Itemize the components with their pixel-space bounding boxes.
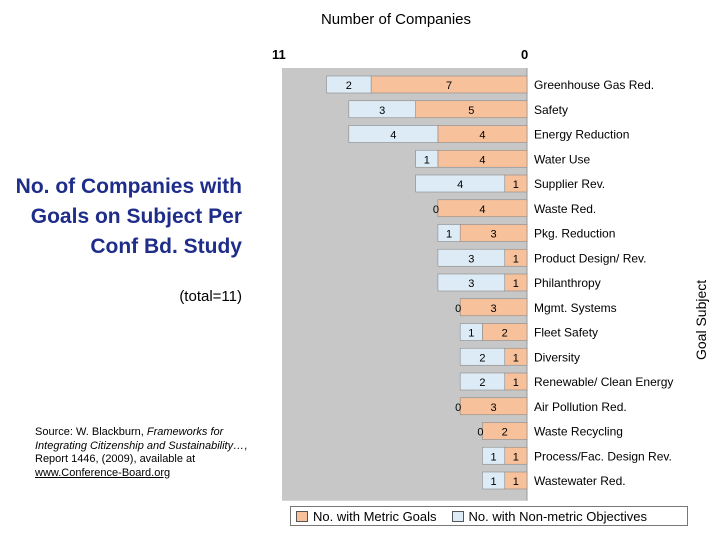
data-label-non-metric: 1 — [491, 451, 497, 463]
data-label-non-metric: 1 — [424, 154, 430, 166]
data-label-metric: 4 — [479, 154, 485, 166]
data-label-non-metric: 4 — [457, 179, 463, 191]
data-label-metric: 4 — [479, 204, 485, 216]
category-labels-group: 7 2 Greenhouse Gas Red. 5 3 Safety 4 4 Energy Re… — [346, 78, 674, 488]
category-label: Energy Reduction — [534, 128, 629, 142]
bar-metric — [482, 422, 528, 440]
data-label-non-metric: 3 — [379, 105, 385, 117]
category-label: Process/Fac. Design Rev. — [534, 449, 672, 463]
data-label-non-metric: 2 — [479, 377, 485, 389]
bar-non-metric — [348, 100, 416, 119]
data-label-metric: 1 — [513, 377, 519, 389]
bar-non-metric — [437, 273, 506, 292]
source-text-1: Source: W. Blackburn, — [35, 426, 147, 438]
data-label-metric: 1 — [513, 253, 519, 265]
source-citation: Source: W. Blackburn, Frameworks for Int… — [35, 426, 255, 480]
bar-non-metric — [459, 347, 506, 366]
bar-non-metric — [459, 323, 483, 341]
y-axis-label: Goal Subject — [693, 279, 709, 360]
source-text-title: Frameworks for Integrating Citizenship a… — [35, 426, 245, 452]
legend-item-non-metric: No. with Non-metric Objectives — [451, 508, 647, 524]
bar-non-metric — [482, 471, 506, 490]
category-label: Wastewater Red. — [534, 474, 626, 488]
legend-label-metric: No. with Metric Goals — [313, 508, 437, 524]
legend-swatch-non-metric — [451, 510, 464, 522]
bar-metric — [459, 298, 528, 317]
data-label-metric: 5 — [468, 105, 474, 117]
data-label-non-metric: 0 — [433, 204, 439, 216]
bar-non-metric — [348, 125, 439, 143]
data-label-non-metric: 0 — [477, 427, 483, 439]
data-label-metric: 1 — [513, 476, 519, 488]
bar-non-metric — [459, 372, 506, 391]
legend: No. with Metric Goals No. with Non-metri… — [290, 506, 688, 526]
data-label-metric: 3 — [491, 229, 497, 241]
category-label: Waste Red. — [534, 202, 596, 216]
bar-non-metric — [437, 224, 461, 242]
data-label-metric: 1 — [513, 179, 519, 191]
legend-item-metric: No. with Metric Goals — [296, 509, 437, 524]
data-label-non-metric: 1 — [468, 328, 474, 340]
bar-non-metric — [437, 248, 506, 267]
category-label: Greenhouse Gas Red. — [534, 78, 654, 92]
category-label: Air Pollution Red. — [534, 400, 627, 414]
x-axis-max-label: 11 — [272, 47, 286, 62]
bar-non-metric — [326, 75, 372, 94]
bar-non-metric — [415, 149, 439, 168]
legend-swatch-metric — [296, 510, 308, 522]
chart-title: Number of Companies — [320, 11, 472, 28]
category-label: Renewable/ Clean Energy — [534, 375, 673, 389]
category-label: Pkg. Reduction — [534, 227, 615, 241]
data-label-non-metric: 4 — [390, 130, 396, 142]
data-label-metric: 1 — [513, 278, 519, 290]
legend-label-non-metric: No. with Non-metric Objectives — [468, 508, 647, 524]
data-label-metric: 3 — [491, 402, 497, 414]
data-label-non-metric: 2 — [346, 80, 352, 92]
data-label-non-metric: 1 — [446, 229, 452, 241]
category-label: Water Use — [534, 152, 591, 166]
category-label: Supplier Rev. — [534, 177, 605, 191]
category-label: Safety — [534, 103, 568, 117]
data-label-metric: 1 — [513, 451, 519, 463]
data-label-metric: 3 — [491, 303, 497, 315]
category-label: Fleet Safety — [534, 326, 598, 340]
data-label-metric: 1 — [513, 352, 519, 364]
category-label: Product Design/ Rev. — [534, 251, 647, 265]
data-label-non-metric: 3 — [468, 253, 474, 265]
bars-group — [326, 75, 528, 490]
category-label: Diversity — [534, 350, 580, 364]
source-text-2: , Report 1446, (2009), available at — [35, 439, 248, 466]
bar-non-metric — [482, 446, 506, 465]
subtitle: (total=11) — [179, 288, 242, 305]
data-label-non-metric: 0 — [455, 303, 461, 315]
x-axis-min-label: 0 — [521, 47, 529, 62]
bar-metric — [459, 397, 528, 416]
data-label-non-metric: 3 — [468, 278, 474, 290]
source-link[interactable]: www.Conference-Board.org — [35, 466, 171, 479]
bar-non-metric — [415, 174, 506, 193]
side-title: No. of Companies with Goals on Subject P… — [15, 175, 242, 258]
data-label-metric: 2 — [502, 427, 508, 439]
data-label-non-metric: 2 — [479, 352, 485, 364]
data-label-non-metric: 0 — [455, 402, 461, 414]
category-label: Philanthropy — [534, 276, 601, 290]
data-label-metric: 7 — [446, 80, 452, 92]
category-label: Waste Recycling — [534, 425, 623, 439]
bar-metric — [437, 199, 528, 218]
data-label-metric: 4 — [479, 130, 485, 142]
data-label-metric: 2 — [502, 328, 508, 340]
category-label: Mgmt. Systems — [534, 301, 617, 315]
data-label-non-metric: 1 — [491, 476, 497, 488]
